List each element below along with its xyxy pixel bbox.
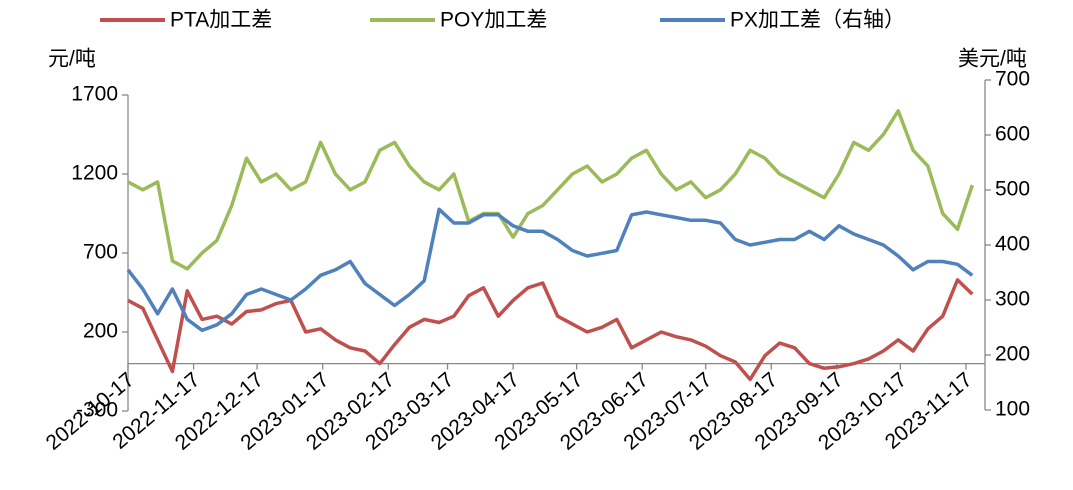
- y2-axis-label: 美元/吨: [958, 48, 1027, 71]
- series-line: [127, 109, 974, 271]
- y-axis-label: 元/吨: [48, 48, 96, 71]
- y2-tick-label: 500: [995, 178, 1030, 201]
- y-tick-label: 200: [83, 320, 118, 343]
- legend-label: PX加工差（右轴）: [730, 9, 905, 32]
- series-line: [127, 278, 974, 382]
- y-tick-label: 700: [83, 241, 118, 264]
- y2-tick-label: 700: [995, 68, 1030, 91]
- legend-label: POY加工差: [440, 9, 547, 32]
- y2-tick-label: 100: [995, 398, 1030, 421]
- y-tick-label: 1200: [71, 162, 118, 185]
- y-tick-label: 1700: [71, 83, 118, 106]
- legend-label: PTA加工差: [170, 9, 272, 32]
- y2-tick-label: 600: [995, 123, 1030, 146]
- y-tick-label: -300: [76, 399, 118, 422]
- y2-tick-label: 300: [995, 288, 1030, 311]
- y2-tick-label: 200: [995, 343, 1030, 366]
- y2-tick-label: 400: [995, 233, 1030, 256]
- series-line: [126, 207, 974, 333]
